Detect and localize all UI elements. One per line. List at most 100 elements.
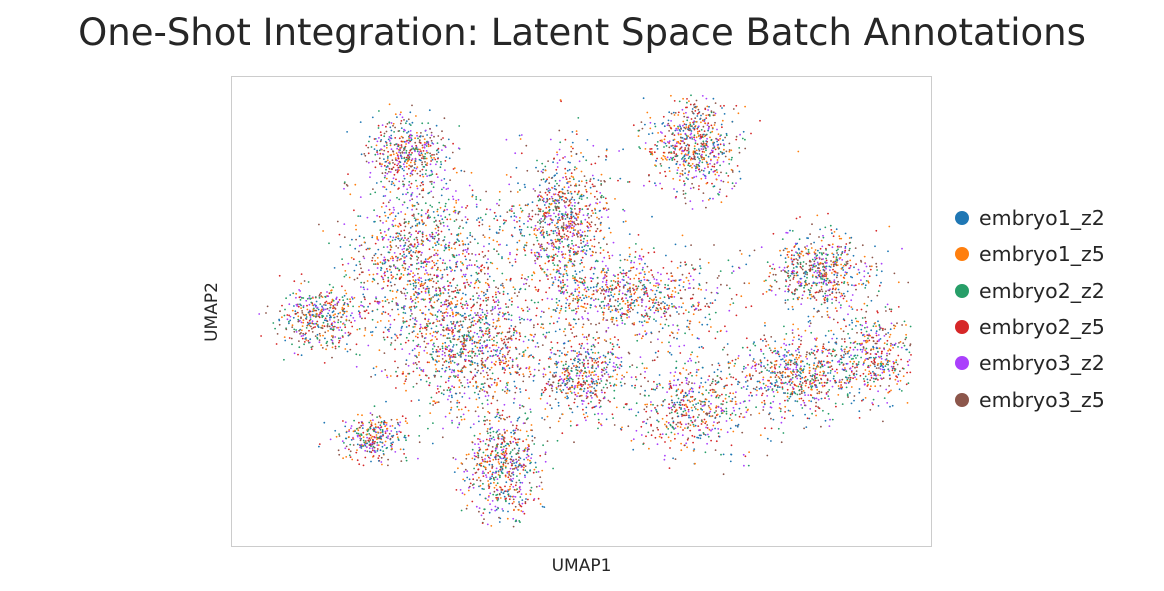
scatter-point — [569, 339, 571, 342]
scatter-point — [310, 325, 312, 328]
scatter-point — [577, 246, 580, 248]
scatter-point — [664, 398, 666, 401]
scatter-point — [711, 428, 714, 431]
scatter-point — [674, 291, 677, 293]
scatter-point — [641, 362, 644, 365]
scatter-point — [679, 175, 681, 178]
scatter-point — [381, 172, 384, 175]
scatter-point — [540, 195, 542, 198]
scatter-point — [568, 204, 571, 206]
scatter-point — [786, 253, 789, 256]
scatter-point — [390, 271, 393, 274]
scatter-point — [486, 378, 489, 381]
scatter-point — [707, 261, 710, 264]
scatter-point — [721, 403, 724, 406]
scatter-point — [420, 152, 423, 155]
scatter-point — [429, 155, 432, 157]
scatter-point — [704, 451, 707, 454]
scatter-point — [471, 363, 474, 365]
scatter-point — [380, 267, 383, 270]
scatter-point — [381, 235, 384, 238]
scatter-point — [422, 287, 425, 289]
scatter-point — [512, 495, 515, 498]
scatter-point — [724, 136, 726, 139]
scatter-point — [719, 376, 722, 379]
scatter-point — [619, 259, 622, 262]
scatter-point — [507, 462, 509, 465]
scatter-point — [482, 475, 485, 477]
scatter-point — [348, 429, 351, 431]
scatter-point — [517, 306, 519, 309]
scatter-point — [718, 174, 720, 177]
scatter-point — [829, 293, 831, 296]
scatter-point — [442, 364, 444, 367]
scatter-point — [412, 370, 415, 373]
scatter-point — [760, 348, 762, 351]
scatter-point — [665, 311, 668, 314]
scatter-point — [842, 330, 845, 333]
scatter-point — [494, 391, 496, 393]
scatter-point — [650, 401, 652, 403]
scatter-point — [528, 354, 531, 357]
scatter-point — [430, 183, 433, 185]
scatter-point — [487, 350, 489, 353]
scatter-point — [695, 120, 698, 123]
scatter-point — [426, 175, 428, 177]
scatter-point — [464, 406, 467, 409]
scatter-point — [821, 253, 823, 256]
scatter-point — [834, 284, 836, 286]
scatter-point — [530, 354, 532, 356]
scatter-point — [672, 279, 674, 282]
scatter-point — [574, 208, 576, 210]
scatter-point — [508, 498, 511, 501]
scatter-point — [428, 109, 431, 112]
scatter-point — [456, 260, 459, 263]
scatter-point — [345, 292, 348, 295]
scatter-point — [690, 419, 692, 422]
scatter-point — [597, 365, 600, 368]
scatter-point — [456, 289, 459, 292]
scatter-point — [447, 379, 450, 382]
scatter-point — [419, 154, 422, 157]
scatter-point — [573, 401, 576, 404]
scatter-point — [863, 270, 866, 272]
scatter-point — [800, 397, 803, 400]
scatter-point — [584, 234, 587, 237]
scatter-point — [800, 303, 803, 305]
scatter-point — [360, 304, 362, 307]
scatter-point — [692, 153, 695, 156]
scatter-point — [334, 429, 337, 432]
scatter-point — [318, 297, 321, 299]
scatter-point — [650, 341, 652, 343]
scatter-point — [677, 421, 679, 424]
scatter-point — [533, 443, 536, 445]
scatter-point — [809, 322, 812, 325]
scatter-point — [610, 280, 613, 282]
scatter-point — [789, 410, 791, 412]
scatter-point — [573, 205, 576, 207]
scatter-point — [642, 335, 644, 337]
scatter-point — [818, 374, 821, 376]
scatter-point — [672, 177, 675, 180]
scatter-point — [705, 114, 708, 117]
scatter-point — [403, 229, 406, 232]
scatter-point — [395, 152, 398, 154]
scatter-point — [548, 243, 550, 245]
scatter-point — [389, 375, 392, 377]
scatter-point — [683, 404, 686, 406]
scatter-point — [616, 308, 619, 311]
scatter-point — [552, 209, 555, 211]
scatter-point — [460, 408, 463, 411]
scatter-point — [496, 341, 498, 344]
scatter-point — [893, 324, 895, 327]
scatter-point — [350, 427, 352, 430]
scatter-point — [392, 225, 395, 228]
scatter-point — [600, 216, 603, 219]
scatter-point — [508, 389, 511, 392]
scatter-point — [646, 265, 649, 268]
scatter-point — [552, 248, 555, 251]
scatter-point — [697, 361, 700, 363]
scatter-point — [615, 363, 618, 366]
scatter-point — [589, 239, 592, 242]
scatter-point — [744, 147, 747, 150]
